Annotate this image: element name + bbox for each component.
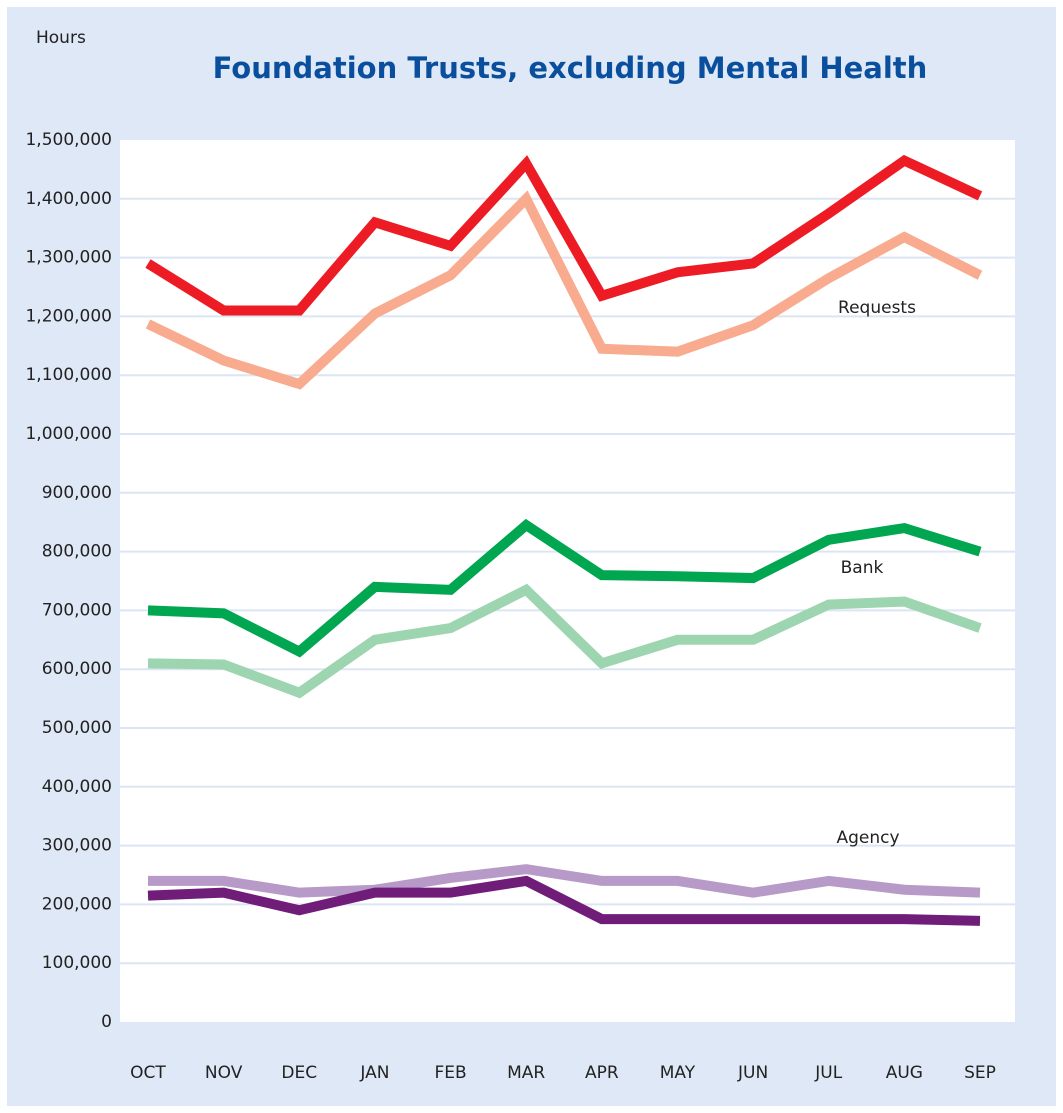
x-tick-label: AUG — [886, 1063, 923, 1083]
annotation: Requests — [838, 298, 916, 318]
y-tick-label: 800,000 — [42, 542, 112, 562]
annotation: Bank — [841, 558, 884, 578]
y-tick-label: 600,000 — [42, 659, 112, 679]
series-line — [147, 518, 982, 658]
y-tick-label: 0 — [101, 1012, 112, 1032]
y-tick-label: 500,000 — [42, 718, 112, 738]
x-tick-label: JUN — [737, 1063, 768, 1083]
series-line — [147, 875, 981, 926]
x-tick-label: SEP — [964, 1063, 996, 1083]
y-tick-label: 1,400,000 — [25, 189, 112, 209]
series-line — [145, 154, 983, 316]
y-tick-label: 100,000 — [42, 953, 112, 973]
x-tick-label: APR — [585, 1063, 619, 1083]
x-tick-label: MAR — [507, 1063, 545, 1083]
y-tick-label: 400,000 — [42, 777, 112, 797]
y-axis-label: Hours — [36, 28, 86, 48]
y-tick-label: 300,000 — [42, 836, 112, 856]
y-tick-label: 200,000 — [42, 894, 112, 914]
y-tick-label: 700,000 — [42, 600, 112, 620]
series-line — [147, 583, 982, 699]
x-tick-label: MAY — [660, 1063, 696, 1083]
y-tick-label: 1,000,000 — [25, 424, 112, 444]
y-tick-label: 1,300,000 — [25, 248, 112, 268]
y-tick-label: 1,200,000 — [25, 306, 112, 326]
y-tick-label: 900,000 — [42, 483, 112, 503]
x-tick-label: JUL — [814, 1063, 842, 1083]
x-tick-label: JAN — [359, 1063, 389, 1083]
y-tick-label: 1,100,000 — [25, 365, 112, 385]
x-tick-label: OCT — [130, 1063, 166, 1083]
series-line — [145, 190, 983, 390]
x-tick-label: FEB — [434, 1063, 466, 1083]
annotation: Agency — [836, 828, 899, 848]
chart-title: Foundation Trusts, excluding Mental Heal… — [213, 51, 928, 85]
x-tick-label: NOV — [205, 1063, 243, 1083]
x-tick-label: DEC — [281, 1063, 317, 1083]
y-tick-label: 1,500,000 — [25, 130, 112, 150]
series-line — [148, 864, 981, 898]
